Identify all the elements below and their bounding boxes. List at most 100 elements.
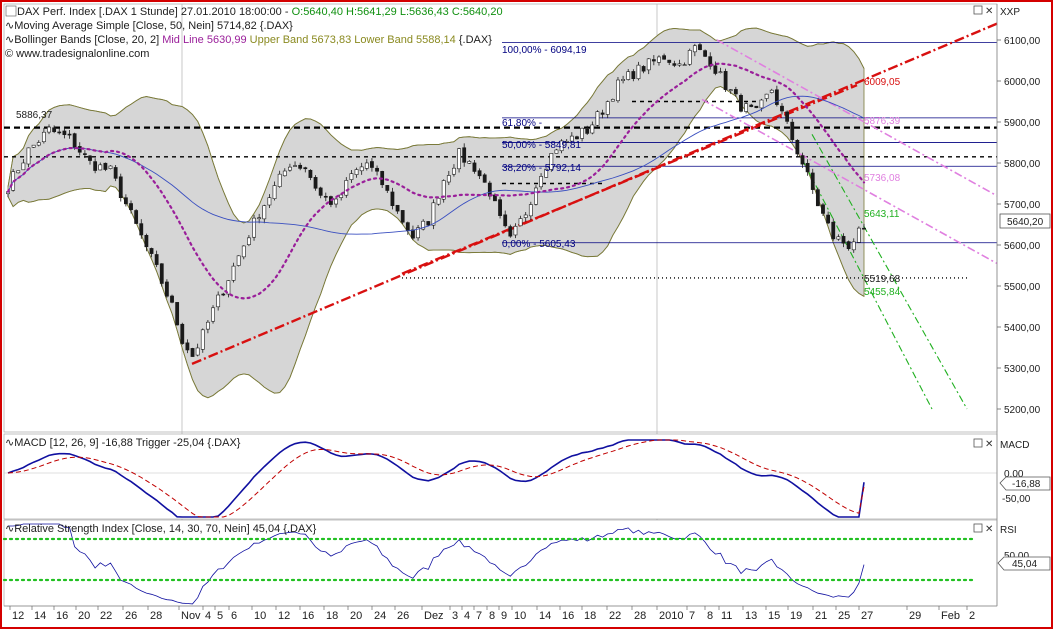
candle-body — [298, 164, 303, 169]
x-tick-label: 22 — [100, 610, 112, 622]
svg-text:DAX Perf. Index [.DAX 1 Stund: DAX Perf. Index [.DAX 1 Stunde] 27.01.20… — [17, 6, 503, 18]
rsi-frame — [3, 519, 998, 607]
candle-body — [503, 214, 508, 227]
pink-downtrend-line — [716, 39, 998, 197]
candle-body — [452, 167, 456, 175]
candle-body — [339, 194, 344, 198]
x-tick-label: 8 — [489, 610, 495, 622]
x-tick-label: 22 — [609, 610, 621, 622]
candle-body — [667, 59, 672, 63]
x-tick-label: Nov — [181, 610, 201, 622]
fib-618-label: 61,80% - — [502, 118, 542, 129]
candle-body — [82, 153, 87, 155]
svg-text:∿Bollinger Bands [Close, 20, 2: ∿Bollinger Bands [Close, 20, 2] Mid Line… — [5, 34, 492, 46]
x-tick-label: 2010 — [659, 610, 683, 622]
candle-body — [416, 227, 420, 239]
candle-body — [334, 198, 338, 205]
candle-body — [31, 144, 36, 148]
x-tick-label: 10 — [254, 610, 266, 622]
candle-body — [267, 197, 272, 206]
candle-body — [610, 99, 615, 102]
candle-body — [354, 169, 359, 175]
candle-body — [36, 142, 41, 146]
bb-legend-upper: Upper Band 5673,83 — [250, 34, 352, 46]
rsi-panel — [3, 519, 998, 607]
candle-body — [595, 111, 600, 126]
moving-average-line — [7, 95, 865, 235]
candle-body — [359, 166, 364, 172]
candle-body — [426, 221, 431, 226]
close-icon[interactable]: ✕ — [985, 524, 993, 535]
candle-body — [569, 135, 574, 142]
x-tick-label: 20 — [78, 610, 90, 622]
candle-body — [405, 222, 410, 231]
candle-body — [728, 89, 733, 91]
candle-body — [67, 133, 72, 136]
candle-body — [800, 155, 805, 165]
candle-body — [400, 210, 405, 223]
bollinger-mid-line — [6, 62, 866, 300]
rsi-legend: Relative Strength Index [Close, 14, 30, … — [14, 523, 316, 535]
price-tick-label: 6100,00 — [1004, 36, 1041, 47]
candle-body — [93, 161, 98, 171]
x-tick-label: 19 — [790, 610, 802, 622]
candle-body — [744, 103, 749, 112]
candle-body — [195, 347, 200, 356]
x-tick-label: Dez — [424, 610, 444, 622]
candle-body — [856, 227, 861, 243]
candle-body — [508, 226, 513, 237]
maximize-icon[interactable] — [973, 523, 983, 533]
candle-body — [549, 153, 554, 170]
candle-body — [349, 173, 354, 180]
svg-text:∿Relative Strength Index [Clos: ∿Relative Strength Index [Close, 14, 30,… — [5, 523, 317, 535]
candle-body — [247, 237, 251, 245]
candle-body — [62, 130, 67, 135]
main-panel-controls[interactable]: ✕ — [973, 5, 993, 17]
candle-body — [313, 177, 318, 189]
candle-body — [159, 263, 164, 284]
candle-body — [231, 265, 236, 281]
x-tick-label: 16 — [56, 610, 68, 622]
svg-text:∿Moving Average Simple [Close,: ∿Moving Average Simple [Close, 50, Nein]… — [5, 20, 293, 32]
candle-body — [790, 121, 795, 140]
svg-text:∿MACD [12, 26, 9] -16,88 Trigg: ∿MACD [12, 26, 9] -16,88 Trigger -25,04 … — [5, 437, 241, 449]
candle-body — [431, 202, 436, 226]
candle-body — [821, 204, 825, 214]
candle-body — [826, 214, 831, 224]
maximize-icon[interactable] — [973, 438, 983, 448]
price-tick-label: 5600,00 — [1004, 241, 1041, 252]
candle-body — [144, 235, 149, 248]
price-tick-label: 5200,00 — [1004, 405, 1041, 416]
x-tick-label: 16 — [302, 610, 314, 622]
candle-body — [257, 217, 262, 220]
x-tick-label: 12 — [278, 610, 290, 622]
x-tick-label: 7 — [689, 610, 695, 622]
candle-body — [769, 89, 774, 93]
macd-panel-controls[interactable]: ✕ — [973, 438, 993, 450]
bollinger-upper-line — [7, 27, 865, 224]
candle-body — [149, 248, 154, 254]
maximize-icon[interactable] — [973, 5, 983, 15]
candle-body — [774, 89, 779, 105]
candle-body — [534, 187, 538, 205]
rsi-panel-controls[interactable]: ✕ — [973, 523, 993, 535]
x-tick-label: 26 — [125, 610, 137, 622]
close-icon[interactable]: ✕ — [985, 6, 993, 17]
macd-value: -16,88 — [1012, 479, 1041, 490]
close-icon[interactable]: ✕ — [985, 439, 993, 450]
left-level-label: 5886,37 — [16, 110, 53, 121]
candle-body — [441, 180, 446, 200]
candle-body — [282, 170, 287, 177]
bollinger-lower-line — [7, 86, 865, 399]
candle-body — [662, 55, 666, 60]
fib-0-label: 0,00% - 5605,43 — [502, 239, 576, 250]
candle-body — [764, 93, 769, 99]
x-tick-label: 2 — [969, 610, 975, 622]
rsi-value: 45,04 — [1012, 559, 1037, 570]
red-trend-label: 6009,05 — [864, 77, 901, 88]
candle-body — [175, 302, 180, 326]
candle-body — [288, 166, 292, 171]
candle-body — [364, 162, 369, 169]
candle-body — [539, 176, 543, 188]
